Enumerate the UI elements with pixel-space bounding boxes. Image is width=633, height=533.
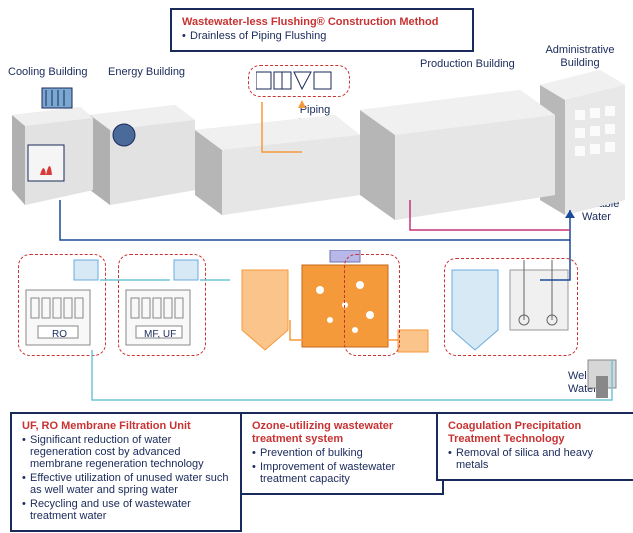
callout-bullet: Improvement of wastewater treatment capa… bbox=[252, 461, 432, 485]
callout-uf-ro: UF, RO Membrane Filtration Unit Signific… bbox=[10, 412, 242, 532]
callout-title: UF, RO Membrane Filtration Unit bbox=[22, 420, 230, 432]
callout-coag: Coagulation Precipitation Treatment Tech… bbox=[436, 412, 633, 481]
callout-title: Ozone-utilizing wastewater treatment sys… bbox=[252, 420, 432, 445]
callout-title: Coagulation Precipitation Treatment Tech… bbox=[448, 420, 628, 445]
callout-bullet: Removal of silica and heavy metals bbox=[448, 447, 628, 471]
callout-ozone: Ozone-utilizing wastewater treatment sys… bbox=[240, 412, 444, 495]
callout-bullet: Recycling and use of wastewater treatmen… bbox=[22, 498, 230, 522]
callout-bullet: Significant reduction of water regenerat… bbox=[22, 434, 230, 470]
pipes-svg bbox=[0, 0, 633, 420]
callout-bullet: Prevention of bulking bbox=[252, 447, 432, 459]
callout-bullet: Effective utilization of unused water su… bbox=[22, 472, 230, 496]
